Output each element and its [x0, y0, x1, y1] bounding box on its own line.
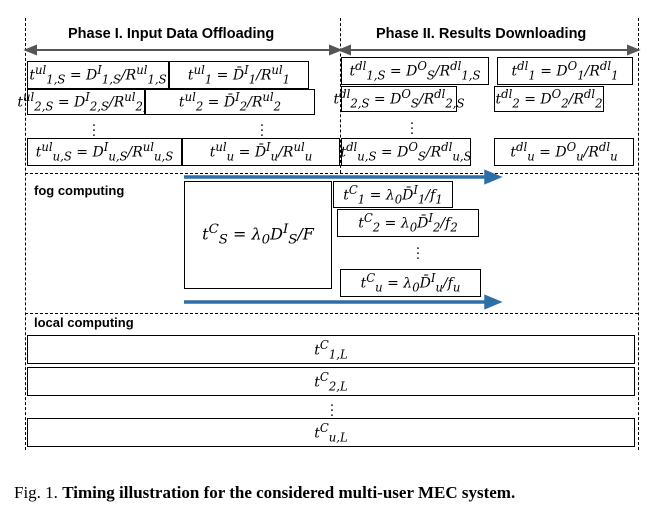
fog-computing-label: fog computing — [34, 183, 125, 198]
local-row1: tC1,L — [27, 335, 635, 364]
download-s-row1: tdl1,S = DOS/Rdl1,S — [341, 57, 489, 85]
caption-text: Timing illustration for the considered m… — [62, 483, 516, 502]
upload-row2: tul2 = D̄I2/Rul2 — [145, 89, 315, 115]
local-row2: tC2,L — [27, 367, 635, 396]
upload-s-row-u: tulu,S = DIu,S/Rulu,S — [27, 138, 182, 166]
local-vdots: ... — [329, 395, 335, 420]
download-s-vdots: ... — [409, 113, 415, 138]
caption-prefix: Fig. 1. — [14, 483, 58, 502]
upload-s-row1: tul1,S = DI1,S/Rul1,S — [27, 61, 169, 89]
fog-shared-box: tCS = λ0DIS/F — [184, 181, 332, 289]
phase2-label: Phase II. Results Downloading — [376, 26, 587, 42]
download-row1: tdl1 = DO1/Rdl1 — [497, 57, 633, 85]
fog-blue-arrows — [184, 169, 503, 310]
fog-vdots: ... — [415, 238, 421, 263]
blue-arrow-bottom — [184, 294, 503, 310]
local-row-u: tCu,L — [27, 418, 635, 447]
upload-vdots: ... — [259, 115, 265, 140]
figure-caption: Fig. 1. Timing illustration for the cons… — [14, 483, 515, 503]
download-row2: tdl2 = DO2/Rdl2 — [494, 86, 604, 112]
local-computing-label: local computing — [34, 315, 134, 330]
blue-arrow-top — [184, 169, 503, 185]
download-s-row2: tdl2,S = DOS/Rdl2,S — [333, 86, 465, 112]
fog-user2-box: tC2 = λ0D̄I2/f2 — [337, 209, 479, 237]
upload-row1: tul1 = D̄I1/Rul1 — [169, 61, 309, 89]
fog-separator-line — [25, 173, 638, 174]
fog-user1-box: tC1 = λ0D̄I1/f1 — [333, 181, 453, 208]
fog-user-u-box: tCu = λ0D̄Iu/fu — [340, 269, 481, 297]
phase1-label: Phase I. Input Data Offloading — [68, 26, 275, 42]
phase2-arrow — [337, 44, 641, 56]
phase1-arrow — [23, 44, 343, 56]
left-border-line — [25, 18, 26, 450]
right-border-line — [638, 18, 639, 450]
upload-s-vdots: ... — [91, 115, 97, 140]
local-separator-line — [25, 313, 638, 314]
upload-s-row2: tul2,S = DI2,S/Rul2,S — [17, 89, 155, 115]
phase-arrows — [23, 44, 641, 56]
download-s-row-u: tdlu,S = DOS/Rdlu,S — [340, 138, 472, 166]
download-row-u: tdlu = DOu/Rdlu — [494, 138, 634, 166]
upload-row-u: tulu = D̄Iu/Rulu — [182, 138, 340, 166]
phase-separator-line — [340, 18, 341, 173]
